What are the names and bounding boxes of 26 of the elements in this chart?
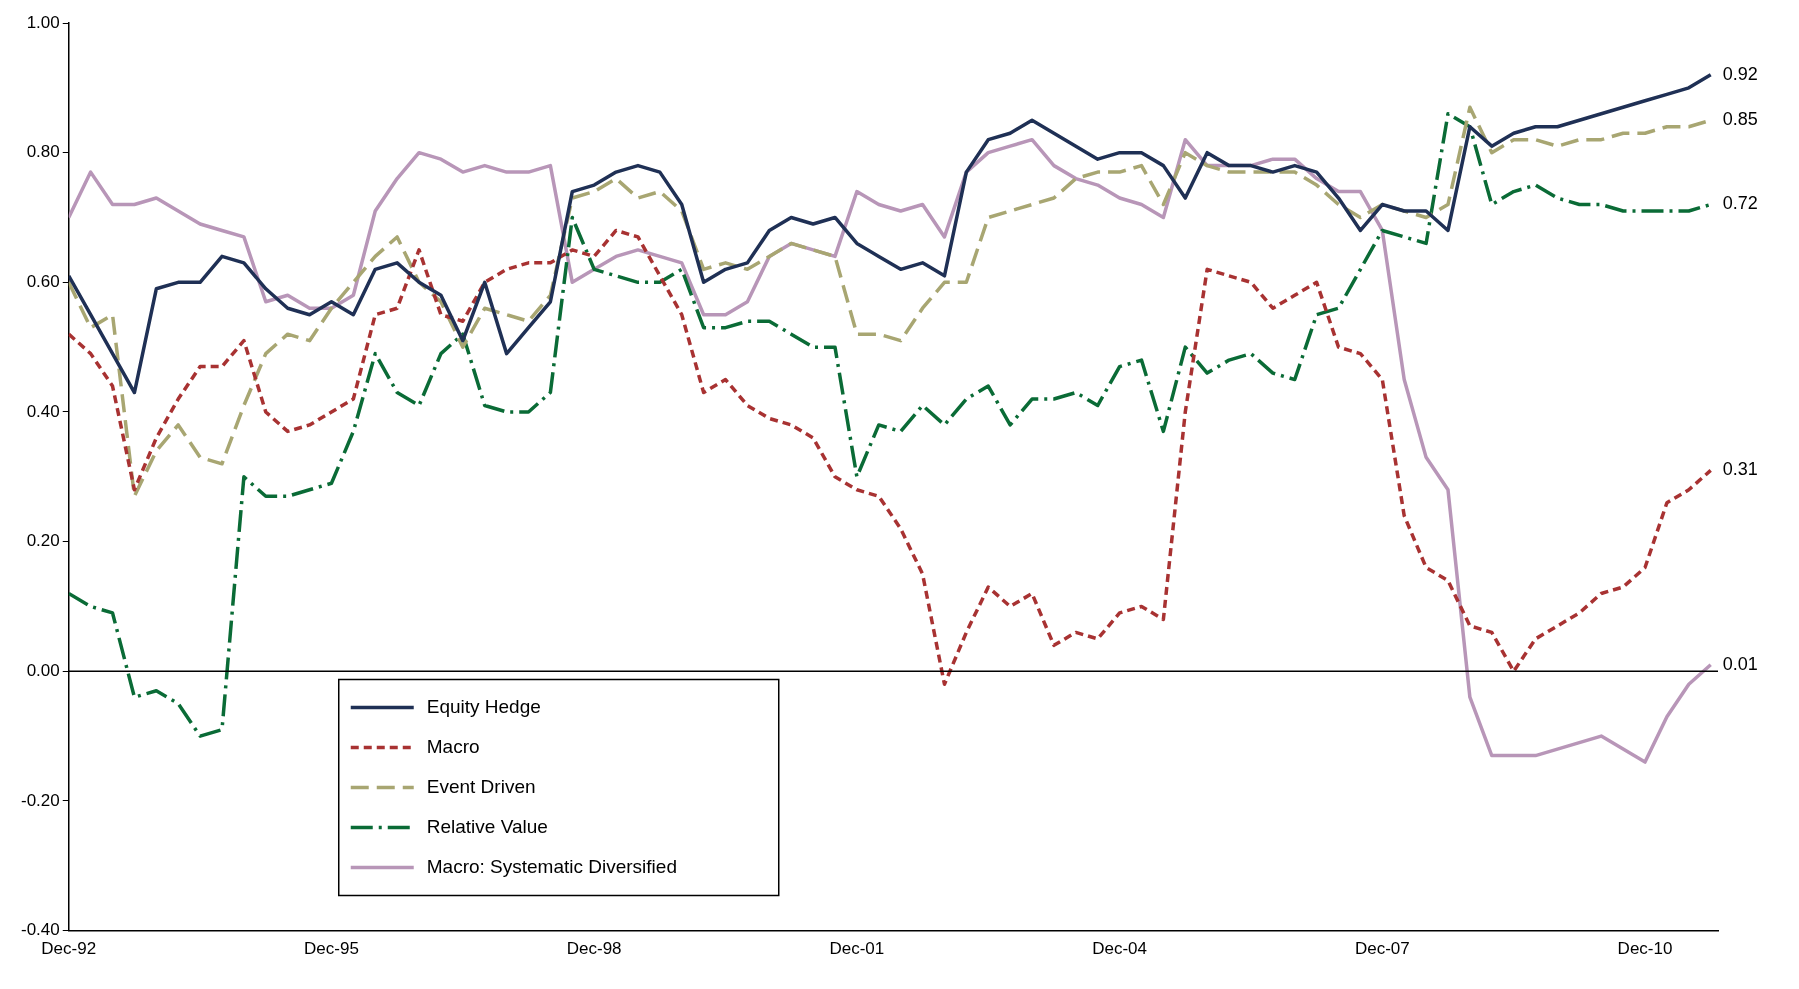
x-tick-label: Dec-98 (566, 939, 622, 959)
legend-label: Macro: Systematic Diversified (426, 855, 677, 877)
x-tick-label: Dec-95 (304, 939, 359, 959)
x-tick-label: Dec-01 (829, 939, 885, 959)
y-tick-label: 0.80 (26, 142, 60, 162)
y-tick-label: -0.40 (21, 920, 60, 940)
annotation: 0.92 (1722, 63, 1758, 84)
annotation: 0.85 (1722, 109, 1758, 130)
annotation: 0.01 (1722, 653, 1758, 674)
annotation: 0.72 (1722, 193, 1758, 214)
annotation: 0.31 (1722, 459, 1758, 480)
x-tick-label: Dec-10 (1617, 939, 1673, 959)
x-tick-label: Dec-07 (1354, 939, 1410, 959)
y-tick-label: 0.60 (26, 272, 60, 291)
y-tick-label: 0.00 (26, 660, 60, 680)
line-series (68, 228, 1713, 686)
legend-label: Event Driven (426, 775, 536, 797)
y-tick-label: 0.20 (26, 531, 60, 551)
x-tick-label: Dec-04 (1092, 939, 1148, 959)
y-tick-label: 1.00 (26, 12, 60, 32)
y-tick-label: -0.20 (21, 790, 60, 810)
legend-label: Relative Value (426, 815, 548, 837)
legend-label: Equity Hedge (426, 695, 541, 717)
y-tick-label: 0.40 (26, 401, 60, 421)
x-tick-label: Dec-92 (41, 939, 97, 959)
legend-label: Macro (426, 735, 480, 757)
